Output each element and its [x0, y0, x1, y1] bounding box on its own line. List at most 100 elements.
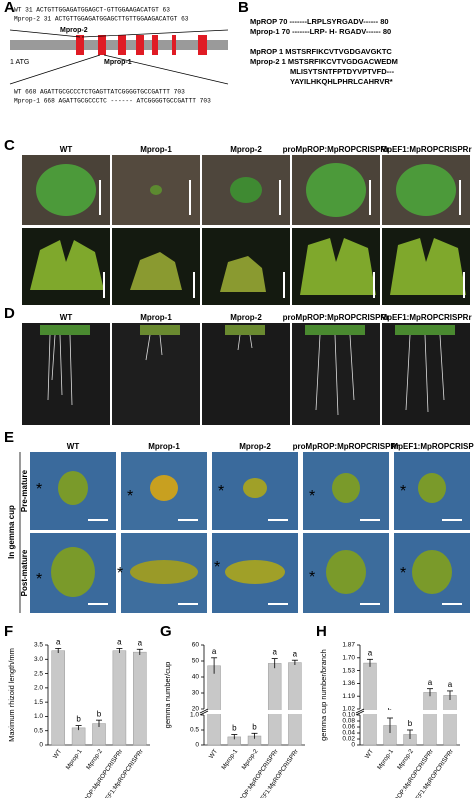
alignment-line: MLISYTSNTFPTDYVPTVFD---	[290, 67, 395, 76]
sequence-line: WT 668 AGATTGCGCCCTCTGAGTTATCGGGGTGCCGAT…	[14, 89, 185, 96]
scale-bars	[99, 180, 465, 298]
bar	[267, 663, 282, 746]
x-tick-label: WT	[364, 748, 375, 760]
significance-letter: b	[76, 715, 81, 724]
break-mark	[199, 710, 209, 716]
y-tick-label: 3.0	[34, 656, 43, 663]
y-tick-label: 60	[192, 642, 200, 649]
genotype-label: MpEF1:MpROPCRISPRr	[380, 145, 471, 154]
svg-text:*: *	[400, 483, 406, 500]
significance-letter: a	[56, 638, 61, 647]
side-label: In gemma cup	[7, 505, 16, 559]
y-tick-label: 1.53	[342, 667, 355, 674]
photos-e: * * * * * * * * * *	[30, 452, 470, 613]
svg-text:*: *	[218, 483, 224, 500]
alignment-line: MpROP 70 -------LRPLSYRGADV------ 80	[250, 17, 389, 26]
panel-label: A	[4, 0, 15, 16]
genotype-label: MpEF1:MpROPCRISPRr	[380, 313, 471, 322]
exons	[76, 35, 207, 55]
guide-lines	[9, 29, 229, 85]
bar	[443, 695, 457, 746]
axis-break	[200, 710, 305, 714]
y-tick-label: 1.70	[342, 655, 355, 662]
bar	[423, 692, 437, 746]
x-tick-label: Mprop-1	[376, 748, 395, 771]
sequence-line: WT 31 ACTGTTGGAGATGGAGCT-GTTGGAAGACATGT …	[14, 7, 170, 14]
y-tick-label: 1.36	[342, 680, 355, 687]
svg-text:*: *	[36, 571, 42, 588]
genotype-label: WT	[67, 442, 80, 451]
y-tick-label: 3.5	[34, 642, 43, 649]
row-label: Pre-mature	[20, 469, 29, 512]
y-tick-label: 0.5	[190, 727, 199, 734]
genotype-label: Mprop-2	[239, 442, 271, 451]
axis-break	[356, 710, 460, 714]
panel-label: C	[4, 137, 15, 154]
significance-letter: a	[272, 648, 277, 657]
x-tick-label: WT	[208, 748, 219, 760]
bar	[71, 727, 86, 746]
x-tick-label: Mprop-2	[85, 748, 104, 771]
genotype-label: Mprop-2	[230, 313, 262, 322]
genotype-label: WT	[60, 313, 73, 322]
x-tick-label: Mprop-1	[65, 748, 84, 771]
x-tick-label: WT	[52, 748, 63, 760]
alignment-line: Mprop-2 1 MSTSRFIKCVTVGDGACWEDM	[250, 57, 398, 66]
significance-letter: a	[368, 648, 373, 657]
x-tick-label: Mprop-1	[220, 748, 239, 771]
significance-letter: a	[448, 680, 453, 689]
significance-letter: a	[117, 638, 122, 647]
y-tick-label: 0.5	[34, 727, 43, 734]
y-tick-label: 1.87	[342, 642, 355, 649]
bar	[133, 651, 147, 746]
genotype-label: proMpROP:MpROPCRISPRr	[293, 442, 400, 451]
svg-text:*: *	[214, 559, 220, 576]
y-tick-label: 0.06	[342, 724, 355, 731]
bar	[207, 665, 221, 746]
y-tick-label: 20	[192, 706, 200, 713]
y-tick-label: 2.0	[34, 685, 43, 692]
genotype-label: WT	[60, 145, 73, 154]
y-axis-title: Maximum rhizoid length/mm	[7, 648, 16, 742]
significance-letter: a	[293, 649, 298, 658]
break-mark	[355, 710, 365, 716]
svg-text:*: *	[117, 565, 123, 582]
genotype-label: proMpROP:MpROPCRISPRr	[283, 145, 390, 154]
svg-text:*: *	[400, 565, 406, 582]
break-mark	[199, 708, 209, 714]
allele-label: Mprop-2	[60, 27, 88, 34]
genotype-label: Mprop-1	[140, 313, 172, 322]
significance-letter: a	[138, 638, 143, 647]
alignment-line: YAYILHKQHLPHRLCAHRVR*	[290, 77, 393, 86]
panel-label: G	[160, 623, 172, 640]
y-tick-label: 0.04	[342, 730, 355, 737]
break-mark	[355, 708, 365, 714]
svg-text:*: *	[127, 488, 133, 505]
panel-label: B	[238, 0, 249, 16]
significance-letter: b	[232, 724, 237, 733]
photos-d	[22, 323, 470, 425]
genotype-label: Mprop-1	[148, 442, 180, 451]
genotype-label: Mprop-2	[230, 145, 262, 154]
y-tick-label: 1.5	[34, 699, 43, 706]
y-tick-label: 1.0	[190, 712, 199, 719]
y-axis-title: gemma cup number/branch	[319, 649, 328, 741]
alignment-line: Mprop-1 70 -------LRP- H- RGADV------ 80	[250, 27, 391, 36]
y-tick-label: 1.0	[34, 713, 43, 720]
y-tick-label: 1.19	[342, 693, 355, 700]
sequence-line: Mprop-1 668 AGATTGCGCCCTC ------ ATCGGGG…	[14, 98, 211, 105]
genotype-label: proMpROP:MpROPCRISPRr	[283, 313, 390, 322]
photos-c	[22, 155, 470, 305]
genotype-label: Mprop-1	[140, 145, 172, 154]
x-tick-label: Mprop-2	[241, 748, 260, 771]
significance-letter: b	[408, 719, 413, 728]
y-tick-label: 0.02	[342, 736, 355, 743]
y-tick-label: 30	[192, 690, 200, 697]
y-tick-label: 0.10	[342, 712, 355, 719]
alignment-line: MpROP 1 MSTSRFIKCVTVGDGAVGKTC	[250, 47, 392, 56]
y-tick-label: 2.5	[34, 670, 43, 677]
significance-letter: b	[252, 722, 257, 731]
panel-label: E	[4, 429, 14, 446]
row-label: Post-mature	[20, 549, 29, 596]
panel-label: H	[316, 623, 327, 640]
